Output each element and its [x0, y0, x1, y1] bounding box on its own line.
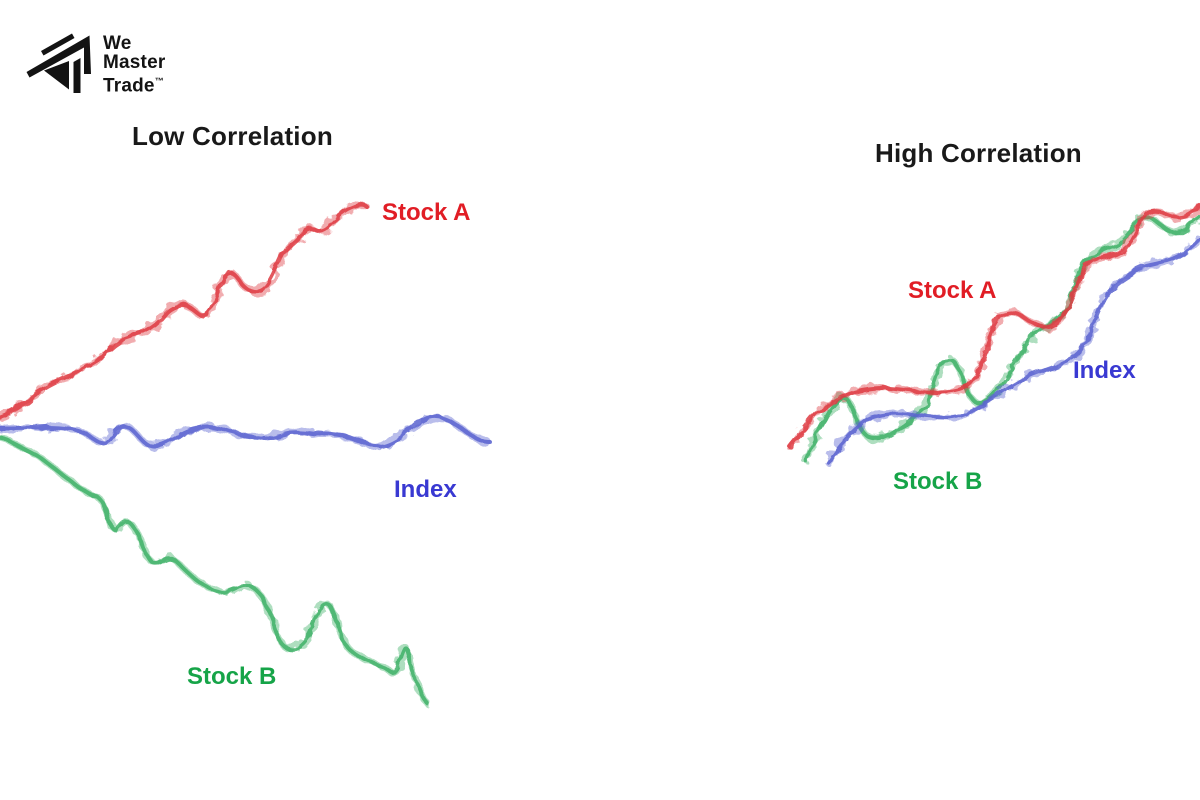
- high-stock-a-label: Stock A: [908, 277, 997, 304]
- logo-word-master: Master: [103, 52, 166, 73]
- high-stock-a-line: [786, 202, 1200, 451]
- low-stock-b-label: Stock B: [187, 663, 277, 690]
- high-correlation-chart: [786, 202, 1200, 466]
- logo-wordmark: We Master Trade™: [103, 34, 165, 95]
- low-stock-a-line: [0, 201, 370, 421]
- high-index-line: [824, 234, 1200, 466]
- high-stock-b-label: Stock B: [893, 468, 983, 495]
- high-correlation-title: High Correlation: [875, 138, 1082, 168]
- logo-arrow-icon: [26, 33, 91, 93]
- low-correlation-title: Low Correlation: [132, 121, 333, 151]
- high-index-label: Index: [1073, 357, 1136, 384]
- low-index-line: [0, 413, 494, 450]
- logo-word-trade: Trade™: [103, 75, 164, 97]
- trademark-symbol: ™: [154, 76, 164, 86]
- logo-word-we: We: [103, 33, 132, 54]
- low-correlation-chart: [0, 201, 494, 708]
- low-stock-b-line: [0, 433, 432, 708]
- low-index-label: Index: [394, 476, 457, 503]
- low-stock-a-label: Stock A: [382, 199, 471, 226]
